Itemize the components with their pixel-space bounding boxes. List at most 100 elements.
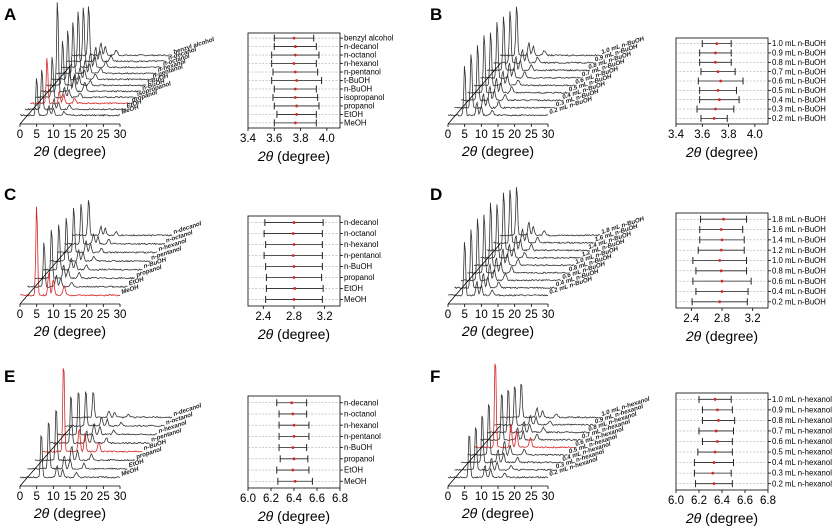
trace-line	[19, 206, 121, 297]
errorbar-plot-C: n-decanol n-octanol n-hexanol n-pentanol n-B…	[247, 215, 381, 342]
x-axis-label-symbol: 2θ	[257, 326, 274, 342]
trace-line	[480, 22, 581, 80]
depth-axis-line	[19, 243, 73, 305]
x-tick-label: 5	[33, 491, 39, 503]
trace-line	[56, 392, 158, 436]
x-tick-label: 3.2	[745, 313, 761, 325]
category-label: 0.8 mL n-hexanol	[772, 416, 832, 425]
x-tick-label: 20	[508, 491, 521, 503]
series-label: MeOH	[120, 466, 140, 478]
x-tick-label: 25	[97, 129, 110, 141]
category-label: 1.0 mL n-BuOH	[772, 39, 826, 48]
category-label: t-BuOH	[344, 76, 370, 85]
data-point	[720, 290, 724, 293]
trace-line	[454, 229, 555, 290]
category-label: n-BuOH	[344, 443, 372, 452]
trace-line	[27, 242, 128, 289]
x-axis-label-symbol: 2θ	[33, 143, 50, 159]
x-tick-label: 0	[445, 309, 451, 321]
x-tick-label: 5	[461, 309, 467, 321]
series-label: EtOH	[126, 98, 143, 110]
x-axis-label-symbol: 2θ	[257, 148, 274, 164]
trace-line	[57, 207, 158, 254]
data-point	[716, 408, 719, 412]
x-tick-label: 25	[525, 129, 538, 141]
x-axis-label-unit: (degree)	[477, 505, 534, 521]
trace-line	[71, 6, 173, 57]
x-axis-label-unit: (degree)	[49, 323, 106, 339]
trace-line	[24, 69, 126, 111]
x-axis-label-symbol: 2θ	[461, 323, 478, 339]
x-tick-label: 0	[445, 491, 451, 503]
x-tick-label: 3.2	[317, 311, 333, 323]
data-point	[712, 461, 716, 464]
x-tick-label: 10	[47, 309, 60, 321]
x-axis-label-symbol: 2θ	[33, 505, 50, 521]
data-point	[714, 107, 717, 111]
data-point	[719, 248, 723, 252]
data-point	[291, 232, 295, 235]
category-label: 0.4 mL n-hexanol	[772, 458, 832, 467]
data-point	[720, 279, 724, 283]
x-tick-label: 6.0	[668, 495, 684, 507]
x-axis-label: 2θ (degree)	[685, 328, 758, 344]
x-axis-label: 2θ (degree)	[257, 148, 330, 164]
category-label: 1.0 mL n-BuOH	[772, 256, 826, 265]
x-axis-label-symbol: 2θ	[257, 508, 274, 524]
category-label: 0.7 mL n-BuOH	[772, 67, 826, 76]
data-point	[292, 243, 296, 246]
data-point	[291, 446, 295, 450]
data-point	[714, 51, 717, 55]
x-tick-label: 6.2	[263, 493, 279, 505]
x-axis-label-unit: (degree)	[701, 510, 758, 526]
plot-frame	[247, 395, 341, 489]
data-point	[295, 113, 299, 116]
series-label: MeOH	[120, 284, 140, 296]
category-label: n-hexanol	[344, 240, 379, 249]
category-label: 0.3 mL n-BuOH	[772, 105, 826, 114]
category-label: 0.7 mL n-hexanol	[772, 427, 832, 436]
category-label: 0.5 mL n-BuOH	[772, 86, 826, 95]
x-tick-label: 20	[80, 129, 93, 141]
x-axis-label-symbol: 2θ	[461, 143, 478, 159]
data-point	[290, 401, 294, 405]
data-point	[714, 429, 718, 433]
category-label: n-octanol	[344, 229, 376, 238]
trace-line	[20, 78, 121, 117]
x-tick-label: 3.8	[293, 133, 309, 145]
data-point	[713, 397, 717, 401]
x-tick-label: 10	[475, 129, 488, 141]
data-point	[292, 423, 296, 427]
category-label: 1.0 mL n-hexanol	[772, 395, 832, 404]
x-axis-label-symbol: 2θ	[461, 505, 478, 521]
trace-line	[49, 217, 150, 263]
category-label: n-decanol	[344, 42, 379, 51]
panel-label-F: F	[430, 367, 440, 386]
x-tick-label: 0	[445, 129, 451, 141]
x-axis-label-unit: (degree)	[273, 148, 330, 164]
category-label: 0.9 mL n-hexanol	[772, 405, 832, 414]
trace-line	[447, 242, 549, 297]
x-tick-label: 15	[492, 129, 505, 141]
x-tick-label: 15	[64, 491, 77, 503]
trace-line	[71, 200, 173, 237]
x-tick-label: 15	[64, 309, 77, 321]
trace-line	[51, 30, 152, 81]
x-tick-label: 2.4	[255, 311, 272, 323]
x-tick-label: 0	[17, 309, 23, 321]
trace-line	[499, 6, 601, 57]
trace-line	[66, 7, 167, 63]
x-tick-label: 2.8	[286, 311, 302, 323]
category-label: propanol	[344, 102, 375, 111]
x-tick-label: 20	[80, 491, 93, 503]
x-tick-label: 20	[508, 309, 521, 321]
trace-line	[42, 368, 143, 453]
category-label: EtOH	[344, 466, 363, 475]
x-tick-label: 6.4	[714, 495, 731, 507]
x-tick-label: 30	[542, 129, 555, 141]
category-label: 0.6 mL n-hexanol	[772, 437, 832, 446]
panel-label-B: B	[430, 5, 442, 24]
